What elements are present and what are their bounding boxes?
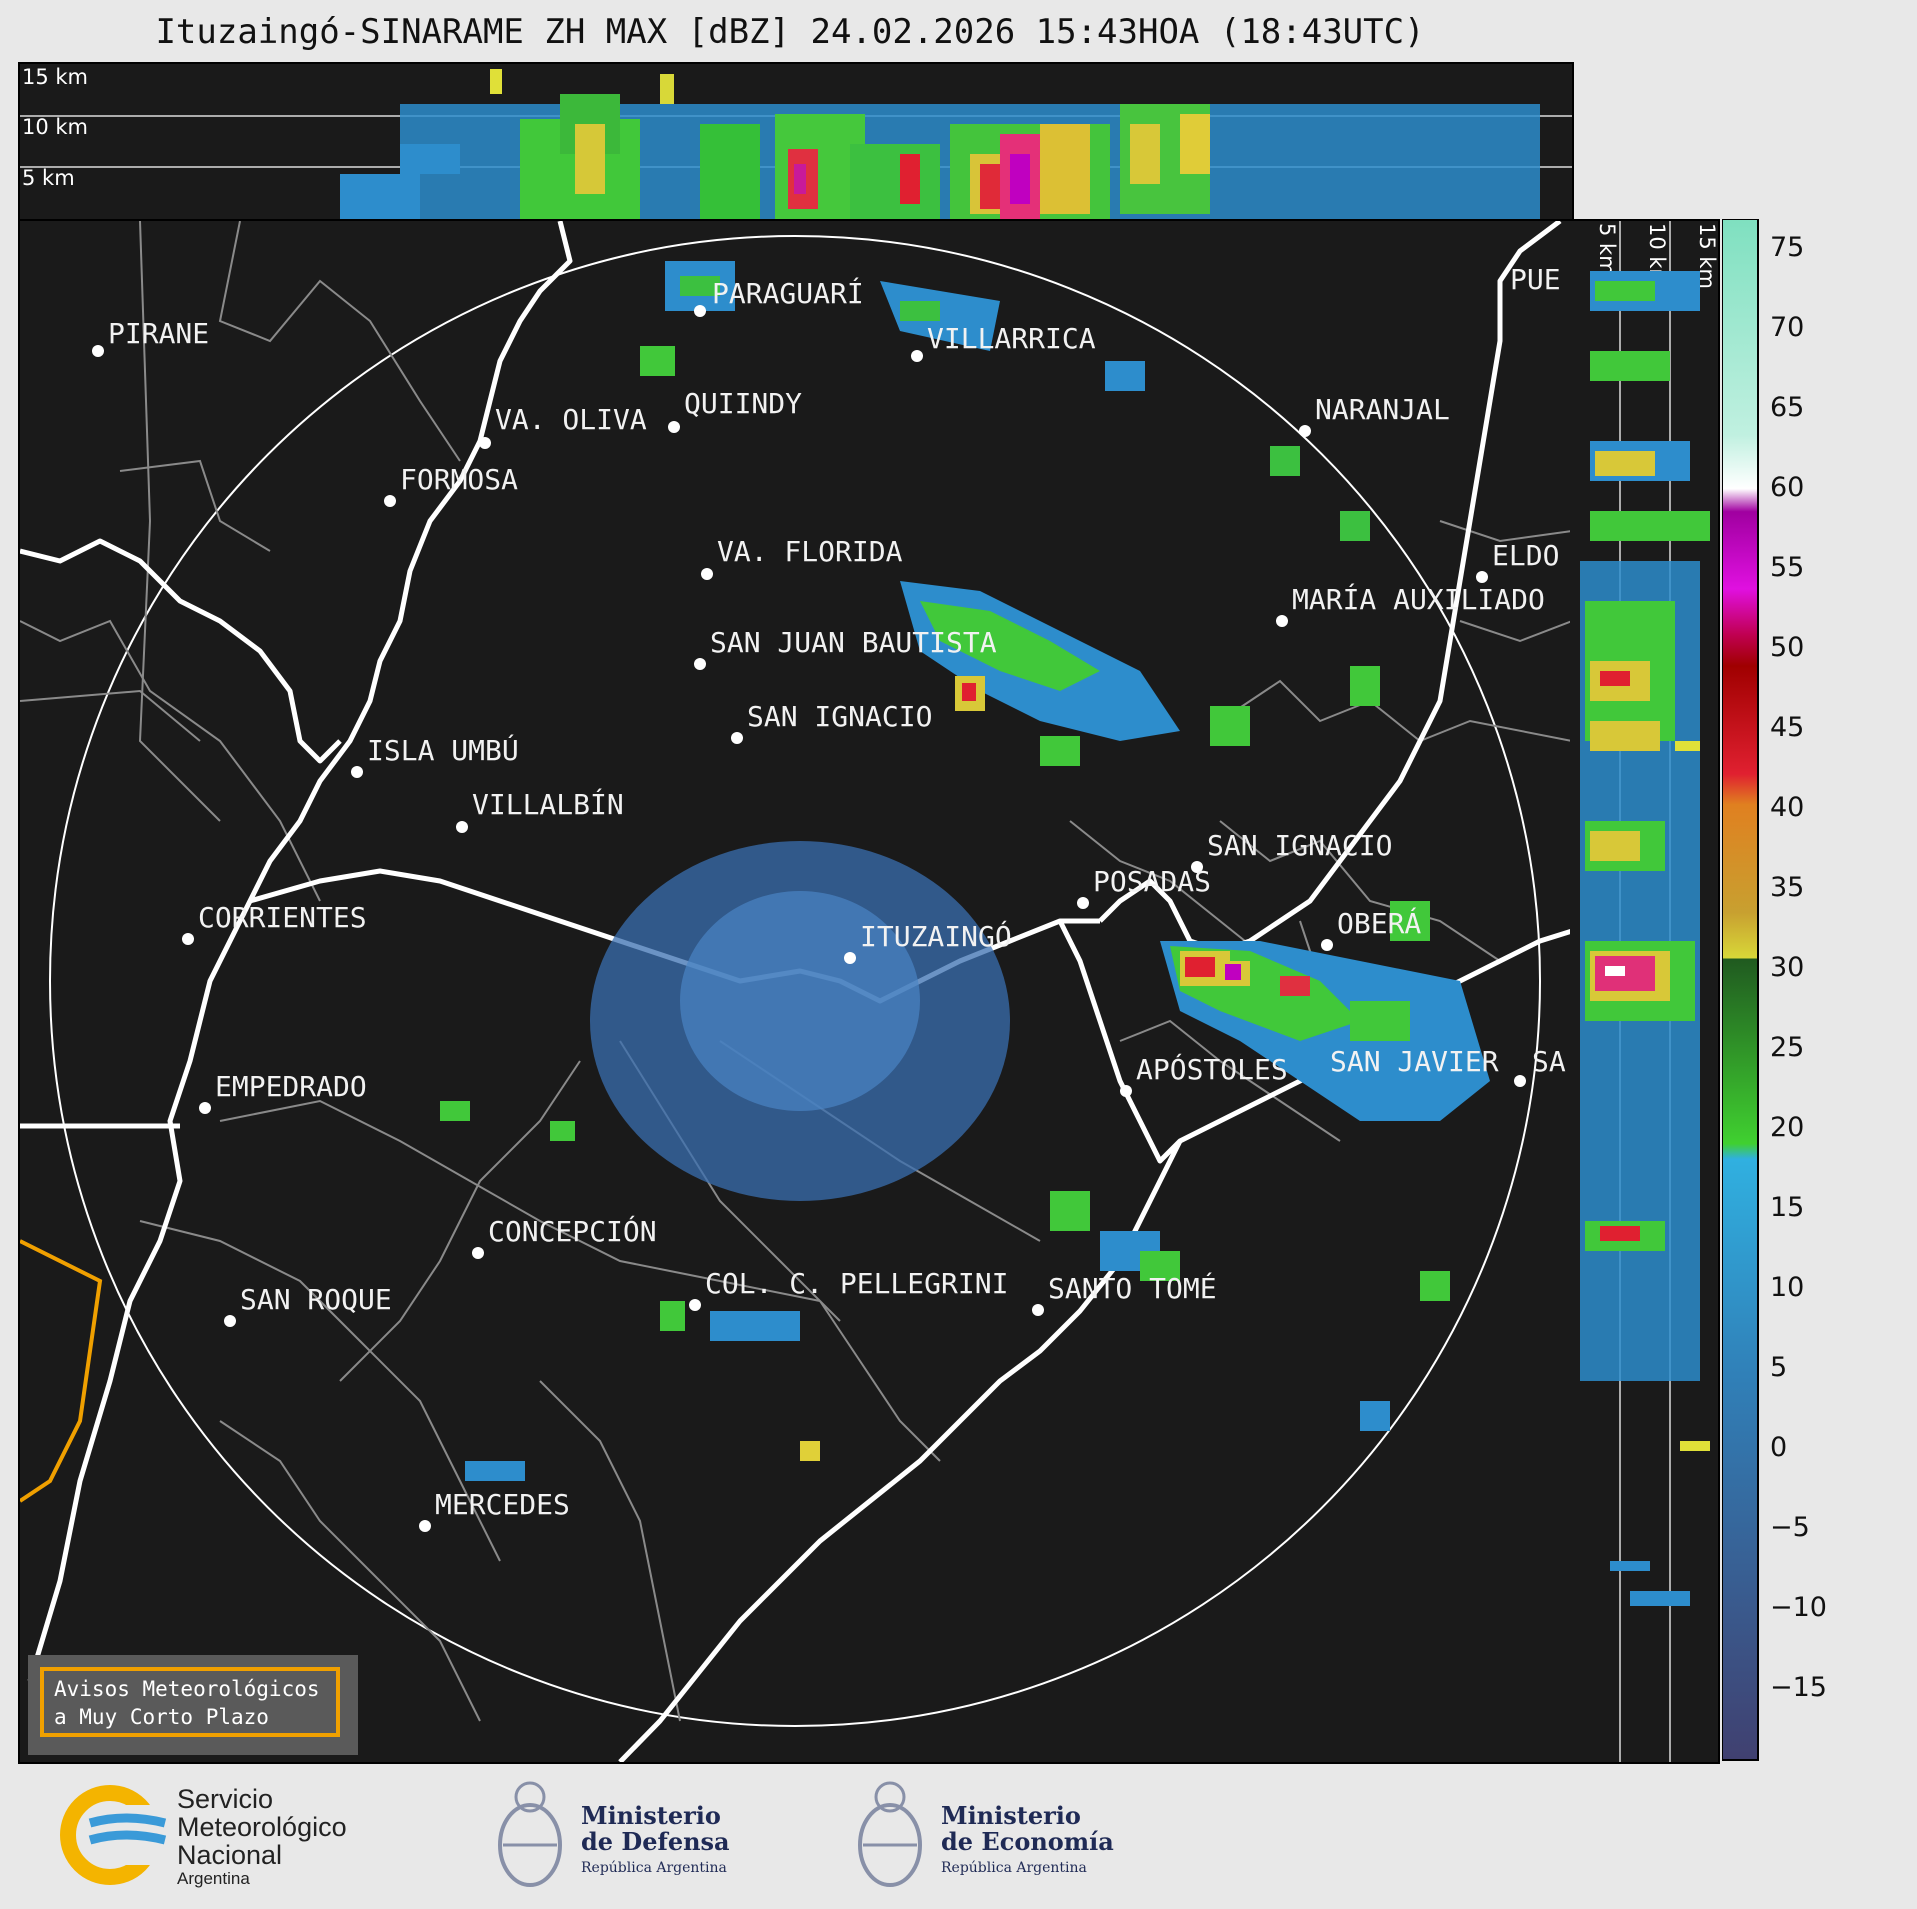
city-label-eldo: ELDO bbox=[1492, 539, 1559, 572]
svg-text:−5: −5 bbox=[1770, 1512, 1810, 1543]
economia-line-3: República Argentina bbox=[941, 1860, 1087, 1876]
svg-text:5: 5 bbox=[1770, 1352, 1787, 1383]
warning-box[interactable]: Avisos Meteorológicos a Muy Corto Plazo bbox=[28, 1655, 358, 1755]
page-title: Ituzaingó-SINARAME ZH MAX [dBZ] 24.02.20… bbox=[155, 12, 1425, 52]
warning-line-1: Avisos Meteorológicos bbox=[54, 1677, 320, 1701]
smn-line-2: Meteorológico bbox=[177, 1812, 347, 1842]
svg-text:0: 0 bbox=[1770, 1432, 1787, 1463]
city-label-mercedes: MERCEDES bbox=[435, 1488, 570, 1521]
defensa-logo: Ministerio de Defensa República Argentin… bbox=[495, 1775, 755, 1895]
svg-text:60: 60 bbox=[1770, 472, 1804, 503]
svg-text:30: 30 bbox=[1770, 952, 1804, 983]
svg-text:25: 25 bbox=[1770, 1032, 1804, 1063]
radar-map-panel: PIRANE PARAGUARÍ VILLARRICA QUIINDY VA. … bbox=[18, 219, 1574, 1764]
city-label-santo-tome: SANTO TOMÉ bbox=[1048, 1271, 1217, 1305]
city-label-san-ignacio-py: SAN IGNACIO bbox=[747, 700, 932, 733]
city-label-maria-auxiliadora: MARÍA AUXILIADO bbox=[1292, 582, 1545, 616]
city-label-villalbin: VILLALBÍN bbox=[472, 787, 624, 821]
economia-line-1: Ministerio bbox=[941, 1801, 1081, 1830]
svg-text:−10: −10 bbox=[1770, 1592, 1827, 1623]
city-label-naranjal: NARANJAL bbox=[1315, 393, 1450, 426]
coat-of-arms-icon bbox=[858, 1781, 922, 1887]
city-label-isla-umbu: ISLA UMBÚ bbox=[367, 733, 519, 767]
city-label-san-juan-bautista: SAN JUAN BAUTISTA bbox=[710, 626, 997, 659]
colorbar-ticks: 75 70 65 60 55 50 45 40 35 30 25 20 15 1… bbox=[1770, 232, 1827, 1703]
city-label-va-florida: VA. FLORIDA bbox=[717, 535, 903, 568]
economia-line-2: de Economía bbox=[941, 1827, 1114, 1856]
smn-logo: Servicio Meteorológico Nacional Argentin… bbox=[55, 1785, 395, 1895]
svg-text:45: 45 bbox=[1770, 712, 1804, 743]
right-echo-profile bbox=[1580, 271, 1710, 1606]
city-label-san-ignacio-ar: SAN IGNACIO bbox=[1207, 829, 1392, 862]
svg-text:10: 10 bbox=[1770, 1272, 1804, 1303]
city-label-obera: OBERÁ bbox=[1337, 906, 1421, 940]
economia-logo: Ministerio de Economía República Argenti… bbox=[855, 1775, 1135, 1895]
city-label-posadas: POSADAS bbox=[1093, 865, 1211, 898]
warning-polygon bbox=[20, 1239, 103, 1503]
top-height-label-5: 5 km bbox=[22, 166, 75, 190]
city-label-pue: PUE bbox=[1510, 263, 1561, 296]
top-height-label-15: 15 km bbox=[22, 65, 88, 89]
svg-text:−15: −15 bbox=[1770, 1672, 1827, 1703]
city-label-col-c-pellegrini: COL. C. PELLEGRINI bbox=[705, 1267, 1008, 1300]
svg-text:20: 20 bbox=[1770, 1112, 1804, 1143]
svg-text:65: 65 bbox=[1770, 392, 1804, 423]
svg-text:40: 40 bbox=[1770, 792, 1804, 823]
city-label-corrientes: CORRIENTES bbox=[198, 901, 367, 934]
svg-text:55: 55 bbox=[1770, 552, 1804, 583]
city-label-empedrado: EMPEDRADO bbox=[215, 1070, 367, 1103]
warning-line-2: a Muy Corto Plazo bbox=[54, 1705, 269, 1729]
top-height-label-10: 10 km bbox=[22, 115, 88, 139]
svg-text:75: 75 bbox=[1770, 232, 1804, 263]
city-label-san-roque: SAN ROQUE bbox=[240, 1283, 392, 1316]
radar-range-circle bbox=[49, 235, 1541, 1727]
defensa-line-2: de Defensa bbox=[581, 1827, 730, 1856]
svg-text:35: 35 bbox=[1770, 872, 1804, 903]
city-label-paraguari: PARAGUARÍ bbox=[712, 276, 864, 310]
city-label-sa: SA bbox=[1532, 1045, 1566, 1078]
svg-text:15: 15 bbox=[1770, 1192, 1804, 1223]
right-height-label-15: 15 km bbox=[1695, 223, 1718, 289]
city-label-villarrica: VILLARRICA bbox=[927, 322, 1096, 355]
svg-text:70: 70 bbox=[1770, 312, 1804, 343]
radar-echoes bbox=[440, 261, 1490, 1481]
top-cross-section-panel: 15 km 10 km 5 km bbox=[18, 62, 1574, 221]
city-markers: PIRANE PARAGUARÍ VILLARRICA QUIINDY VA. … bbox=[92, 263, 1566, 1532]
right-height-label-5: 5 km bbox=[1595, 223, 1619, 276]
city-label-apostoles: APÓSTOLES bbox=[1136, 1052, 1288, 1086]
defensa-line-3: República Argentina bbox=[581, 1860, 727, 1876]
smn-line-4: Argentina bbox=[177, 1869, 250, 1888]
city-label-concepcion: CONCEPCIÓN bbox=[488, 1214, 657, 1248]
colorbar: 75 70 65 60 55 50 45 40 35 30 25 20 15 1… bbox=[1722, 219, 1862, 1764]
city-label-pirane: PIRANE bbox=[108, 317, 209, 350]
city-label-quiindy: QUIINDY bbox=[684, 387, 802, 420]
city-label-formosa: FORMOSA bbox=[400, 463, 518, 496]
svg-text:50: 50 bbox=[1770, 632, 1804, 663]
city-label-san-javier: SAN JAVIER bbox=[1330, 1045, 1499, 1078]
smn-line-3: Nacional bbox=[177, 1840, 283, 1870]
city-label-ituzaingo: ITUZAINGÓ bbox=[860, 919, 1012, 953]
smn-line-1: Servicio bbox=[177, 1784, 274, 1814]
defensa-line-1: Ministerio bbox=[581, 1801, 721, 1830]
city-label-va-oliva: VA. OLIVA bbox=[495, 403, 647, 436]
top-echo-profile bbox=[340, 69, 1540, 219]
right-cross-section-panel: 5 km 10 km 15 km bbox=[1570, 219, 1720, 1764]
coat-of-arms-icon bbox=[498, 1781, 562, 1887]
